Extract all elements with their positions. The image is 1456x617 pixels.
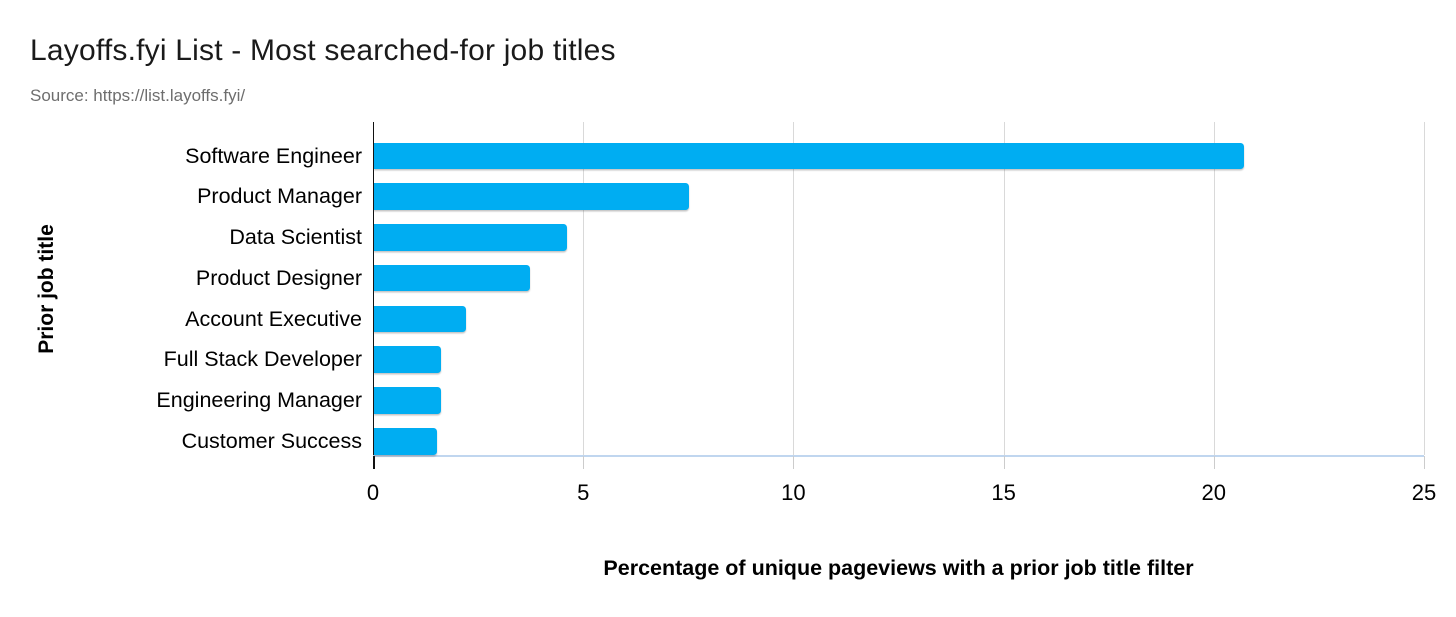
gridline: [793, 122, 795, 455]
x-tick-mark: [1213, 456, 1215, 469]
category-label: Software Engineer: [185, 143, 362, 168]
category-label: Product Manager: [197, 184, 362, 209]
x-tick-label: 20: [1201, 480, 1227, 505]
gridline: [1003, 122, 1005, 455]
plot-baseline: [373, 455, 1424, 457]
x-tick-mark: [373, 456, 375, 469]
category-label: Full Stack Developer: [163, 347, 362, 372]
gridline: [1213, 122, 1215, 455]
gridline: [583, 122, 585, 455]
y-axis-line: [372, 122, 374, 455]
x-tick-label: 25: [1411, 480, 1437, 505]
category-label: Account Executive: [185, 306, 362, 331]
x-tick-mark: [793, 456, 795, 469]
x-tick-label: 15: [991, 480, 1016, 505]
bar-customer-success: [374, 427, 438, 455]
x-tick-label: 0: [366, 480, 380, 505]
gridline: [1424, 122, 1425, 455]
bar-full-stack-developer: [374, 346, 442, 373]
category-label: Product Designer: [195, 265, 362, 290]
category-label: Engineering Manager: [156, 388, 362, 413]
bar-account-executive: [374, 305, 467, 333]
bar-product-manager: [374, 183, 690, 210]
x-tick-mark: [1424, 456, 1425, 469]
x-tick-mark: [1003, 456, 1005, 469]
category-label: Data Scientist: [229, 225, 362, 250]
category-label: Customer Success: [181, 428, 362, 453]
bar-product-designer: [374, 264, 530, 292]
chart-source: Source: https://list.layoffs.fyi/: [30, 86, 246, 105]
x-tick-mark: [583, 456, 585, 469]
plot-area: 0 5 10 15 20 25: [367, 122, 1436, 505]
bar-data-scientist: [374, 224, 568, 251]
x-tick-label: 5: [577, 480, 590, 505]
bar-software-engineer: [374, 142, 1245, 170]
category-labels: Software Engineer Product Manager Data Sci…: [0, 122, 362, 455]
chart-title: Layoffs.fyi List - Most searched-for job…: [30, 34, 616, 67]
x-axis-title: Percentage of unique pageviews with a pr…: [603, 556, 1194, 580]
bar-engineering-manager: [374, 387, 442, 414]
x-tick-label: 10: [781, 480, 806, 505]
